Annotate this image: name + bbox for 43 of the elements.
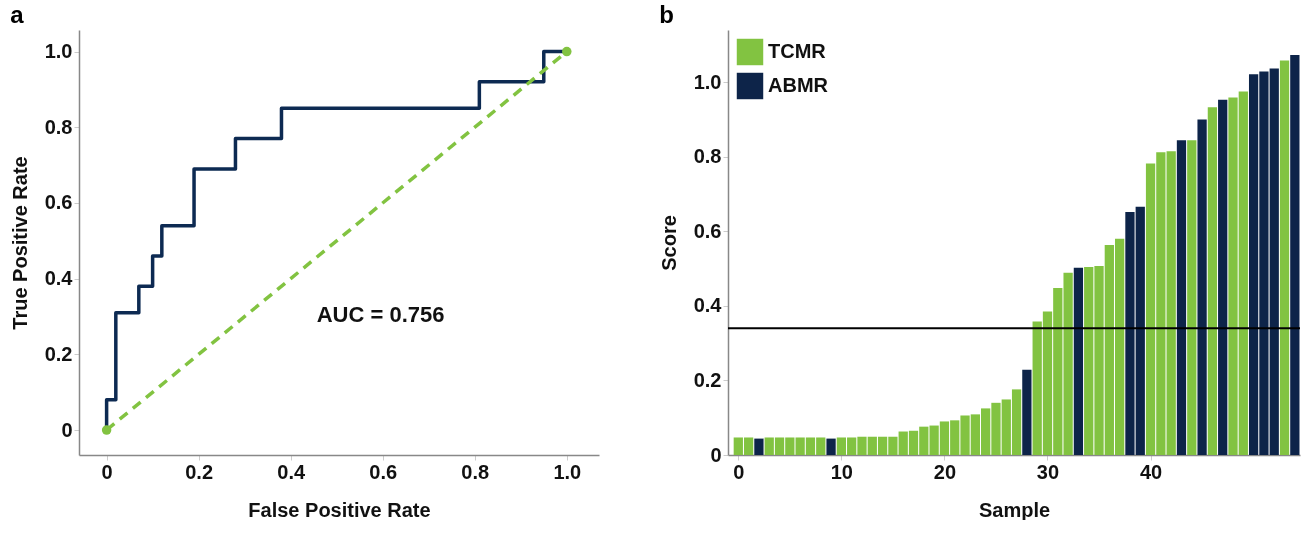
y-tick-label: 0.2 xyxy=(44,342,73,365)
bar xyxy=(1187,140,1197,455)
y-tick-label: 1.0 xyxy=(44,40,73,63)
chart-title: b xyxy=(659,1,674,28)
y-tick-label: 1.0 xyxy=(693,70,722,93)
x-tick-label: 0.6 xyxy=(369,460,398,483)
x-tick-label: 0.8 xyxy=(461,460,490,483)
bar xyxy=(1279,60,1290,455)
annotation: AUC = 0.756 xyxy=(316,301,445,327)
x-tick-label: 20 xyxy=(933,460,957,483)
y-tick-label: 0.8 xyxy=(44,115,73,138)
legend-label: TCMR xyxy=(768,40,827,62)
x-tick-label: 0 xyxy=(101,460,113,483)
y-tick-label: 0.6 xyxy=(44,191,73,214)
y-tick-label: 0.6 xyxy=(693,219,722,242)
y-tick-label: 0.2 xyxy=(693,368,722,391)
bar xyxy=(1176,140,1187,455)
x-tick-label: 30 xyxy=(1036,460,1060,483)
y-axis-title: Score xyxy=(657,215,680,271)
bar xyxy=(754,438,764,455)
legend-label: ABMR xyxy=(768,74,829,96)
y-tick-label: 0.4 xyxy=(693,294,723,317)
bar xyxy=(1022,369,1032,455)
x-tick-label: 0.4 xyxy=(277,460,306,483)
bar xyxy=(1207,107,1218,455)
x-tick-label: 0.2 xyxy=(185,460,214,483)
x-tick-label: 40 xyxy=(1139,460,1163,483)
x-tick-label: 10 xyxy=(830,460,853,483)
chart-title: a xyxy=(10,1,25,28)
bar xyxy=(1290,54,1300,455)
bar xyxy=(1197,119,1207,455)
bar xyxy=(1073,267,1084,455)
bar xyxy=(826,438,836,455)
x-tick-label: 0 xyxy=(733,460,745,483)
y-tick-label: 0 xyxy=(61,418,73,441)
bar xyxy=(1218,99,1228,455)
y-tick-label: 0.4 xyxy=(44,267,74,290)
y-tick-label: 0 xyxy=(710,443,722,466)
x-tick-label: 1.0 xyxy=(553,460,582,483)
x-axis-title: Sample xyxy=(978,498,1051,521)
y-axis-title: True Positive Rate xyxy=(8,156,31,330)
y-tick-label: 0.8 xyxy=(693,145,722,168)
x-axis-title: False Positive Rate xyxy=(248,498,431,521)
